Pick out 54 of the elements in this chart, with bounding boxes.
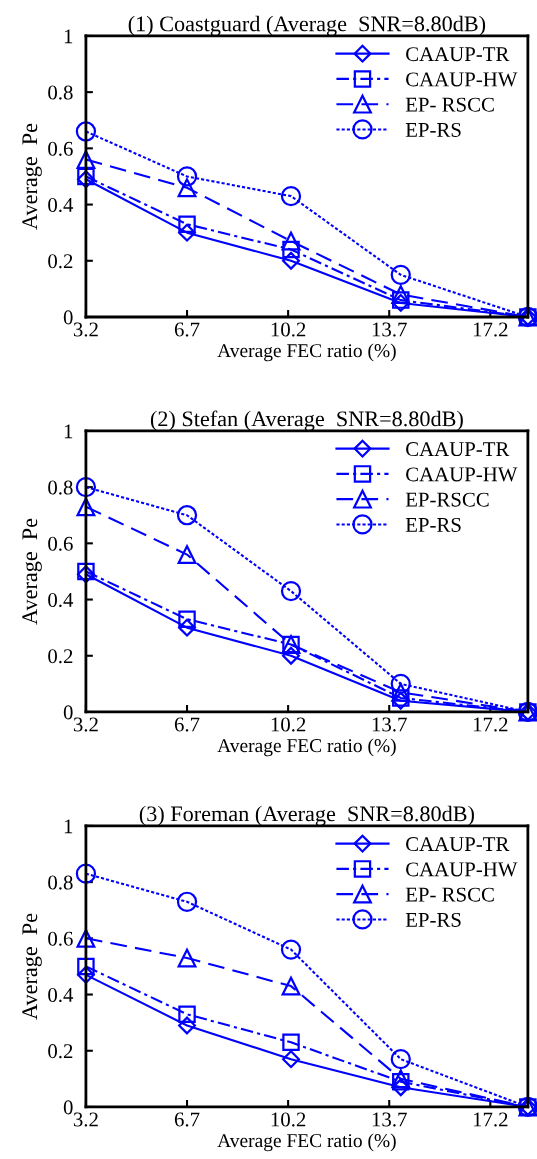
legend-label: CAAUP-HW (406, 72, 518, 87)
legend-label: EP-RS (405, 912, 461, 927)
y-tick-label: 1 (64, 424, 73, 439)
x-axis-title: Average FEC ratio (%) (217, 738, 396, 757)
y-tick-label: 0 (63, 1100, 73, 1115)
legend-label: CAAUP-TR (406, 442, 510, 457)
y-tick-label: 0 (63, 310, 73, 325)
x-tick-label: 13.7 (372, 1112, 407, 1127)
legend-label: EP-RS (405, 122, 461, 137)
y-tick-label: 0.4 (48, 987, 74, 1003)
x-axis-title: Average FEC ratio (%) (217, 1133, 396, 1152)
legend-label: EP- RSCC (405, 97, 494, 112)
x-tick-label: 3.2 (73, 1112, 98, 1127)
y-tick-label: 0.8 (48, 85, 73, 100)
y-tick-label: 0.6 (48, 141, 73, 156)
legend-label: CAAUP-HW (406, 467, 518, 482)
y-tick-label: 0.2 (48, 649, 73, 664)
y-tick-label: 0 (63, 705, 73, 720)
chart-title: (2) Stefan (Average SNR=8.80dB) (150, 410, 463, 431)
y-axis-title: Average Pe (22, 518, 42, 625)
chart-title: (1) Coastguard (Average SNR=8.80dB) (128, 15, 486, 36)
x-tick-label: 3.2 (73, 322, 98, 337)
y-tick-label: 0.6 (48, 931, 73, 946)
x-axis-title: Average FEC ratio (%) (217, 343, 396, 362)
y-tick-label: 0.2 (48, 254, 73, 269)
y-axis-title: Average Pe (22, 123, 42, 230)
y-axis-title: Average Pe (22, 913, 42, 1020)
x-tick-label: 10.2 (271, 717, 306, 732)
y-tick-label: 0.2 (48, 1044, 73, 1059)
x-tick-label: 17.2 (473, 322, 508, 337)
legend-label: EP-RSCC (405, 492, 489, 507)
y-tick-label: 1 (64, 819, 73, 834)
x-tick-label: 6.7 (174, 717, 200, 732)
legend-label: CAAUP-TR (406, 837, 510, 852)
legend-label: EP-RS (405, 517, 461, 532)
y-tick-label: 0.8 (48, 875, 73, 890)
x-tick-label: 17.2 (473, 1112, 508, 1127)
legend-label: CAAUP-TR (406, 47, 510, 62)
legend-label: CAAUP-HW (406, 862, 518, 877)
x-tick-label: 13.7 (372, 717, 407, 732)
x-tick-label: 17.2 (473, 717, 508, 732)
x-tick-label: 6.7 (174, 322, 200, 337)
x-tick-label: 10.2 (271, 322, 306, 337)
chart-title: (3) Foreman (Average SNR=8.80dB) (139, 805, 474, 826)
x-tick-label: 3.2 (73, 717, 98, 732)
y-tick-label: 0.4 (48, 197, 74, 213)
x-tick-label: 6.7 (174, 1112, 200, 1127)
x-tick-label: 10.2 (271, 1112, 306, 1127)
legend-label: EP- RSCC (405, 887, 494, 902)
y-tick-label: 0.6 (48, 536, 73, 551)
y-tick-label: 0.4 (48, 592, 74, 608)
x-tick-label: 13.7 (372, 322, 407, 337)
y-tick-label: 1 (64, 29, 73, 44)
y-tick-label: 0.8 (48, 480, 73, 495)
